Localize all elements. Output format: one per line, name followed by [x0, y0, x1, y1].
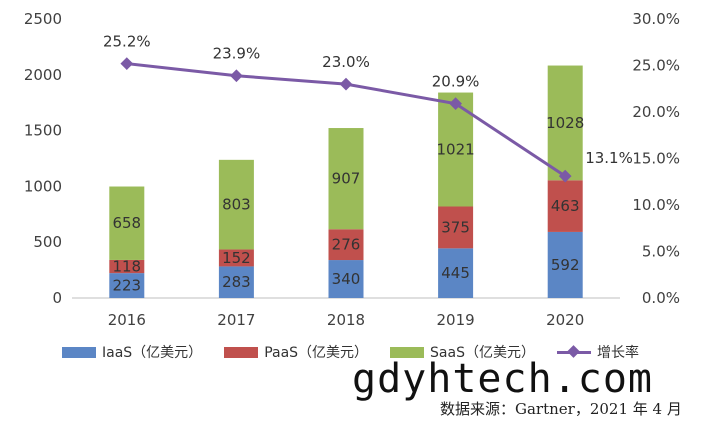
legend-swatch-iaas: [62, 346, 96, 358]
growth-rate-label: 23.9%: [213, 45, 261, 63]
left-tick-label: 500: [33, 233, 62, 251]
legend: IaaS（亿美元） PaaS（亿美元） SaaS（亿美元） 增长率: [62, 342, 639, 362]
left-tick-label: 1500: [24, 122, 62, 140]
bar-value-label: 223: [112, 277, 141, 295]
x-tick-label: 2016: [108, 311, 146, 329]
legend-swatch-growth: [556, 346, 591, 358]
legend-swatch-saas: [390, 346, 425, 358]
bar-segment: [218, 266, 254, 298]
x-tick-label: 2017: [217, 311, 255, 329]
bar-segment: [438, 206, 474, 249]
bar-value-label: 276: [332, 236, 361, 254]
bar-segment: [547, 231, 583, 298]
legend-item-saas: SaaS（亿美元）: [390, 342, 535, 362]
bar-segment: [109, 186, 145, 260]
bar-value-label: 463: [551, 197, 580, 215]
bar-value-label: 375: [441, 218, 470, 236]
bar-value-label: 283: [222, 273, 251, 291]
bar-segment: [328, 128, 364, 230]
growth-point: [120, 57, 134, 71]
growth-point: [339, 77, 353, 91]
left-y-axis: 0 500 1000 1500 2000 2500: [24, 10, 62, 307]
bar-segment: [218, 159, 254, 250]
legend-item-iaas: IaaS（亿美元）: [62, 342, 202, 362]
bar-value-label: 803: [222, 196, 251, 214]
bar-value-label: 658: [112, 214, 141, 232]
x-tick-label: 2018: [327, 311, 365, 329]
left-tick-label: 0: [52, 289, 62, 307]
watermark-text: gdyhtech.com: [352, 356, 653, 402]
right-tick-label: 15.0%: [632, 150, 680, 168]
growth-rate-label: 20.9%: [432, 73, 480, 91]
right-tick-label: 0.0%: [642, 289, 680, 307]
bar-segment: [218, 249, 254, 267]
source-note: 数据来源：Gartner，2021 年 4 月: [440, 400, 682, 418]
legend-item-growth: 增长率: [556, 342, 639, 362]
bar-segment: [109, 259, 145, 274]
growth-rate-label: 13.1%: [585, 149, 633, 167]
bar-value-label: 445: [441, 264, 470, 282]
legend-item-paas: PaaS（亿美元）: [224, 342, 368, 362]
x-tick-label: 2020: [546, 311, 584, 329]
growth-point: [230, 69, 243, 83]
legend-label-saas: SaaS（亿美元）: [430, 345, 535, 361]
bar-segment: [328, 229, 364, 261]
growth-rate-label: 23.0%: [322, 53, 370, 71]
legend-label-growth: 增长率: [596, 345, 639, 361]
bar-segment: [328, 260, 364, 298]
x-tick-label: 2019: [437, 311, 475, 329]
right-y-axis: 0.0% 5.0% 10.0% 15.0% 20.0% 25.0% 30.0%: [632, 10, 680, 307]
left-tick-label: 2500: [24, 10, 62, 28]
bar-value-label: 592: [551, 256, 580, 274]
right-tick-label: 5.0%: [642, 243, 680, 261]
bar-value-label: 152: [222, 249, 251, 267]
bar-segment: [547, 180, 583, 232]
right-tick-label: 20.0%: [632, 103, 680, 121]
bar-value-label: 340: [332, 270, 361, 288]
bar-segment: [109, 273, 145, 298]
x-axis-ticks: 2016 2017 2018 2019 2020: [108, 311, 585, 329]
right-tick-label: 25.0%: [632, 57, 680, 75]
legend-label-paas: PaaS（亿美元）: [264, 345, 369, 361]
bar-value-label: 907: [332, 170, 361, 188]
growth-point: [449, 97, 462, 110]
legend-label-iaas: IaaS（亿美元）: [102, 345, 203, 361]
bar-value-label: 1028: [546, 114, 584, 132]
right-tick-label: 10.0%: [632, 196, 680, 214]
left-tick-label: 1000: [24, 177, 62, 195]
right-tick-label: 30.0%: [632, 10, 680, 28]
legend-swatch-paas: [224, 346, 259, 358]
bar-value-label: 1021: [437, 141, 475, 159]
bar-segment: [547, 65, 583, 181]
bar-value-label: 118: [112, 258, 141, 276]
bar-segment: [438, 248, 474, 298]
left-tick-label: 2000: [24, 66, 62, 84]
growth-line-layer: 25.2% 23.9% 23.0% 20.9% 13.1%: [103, 33, 633, 183]
growth-rate-label: 25.2%: [103, 33, 151, 51]
